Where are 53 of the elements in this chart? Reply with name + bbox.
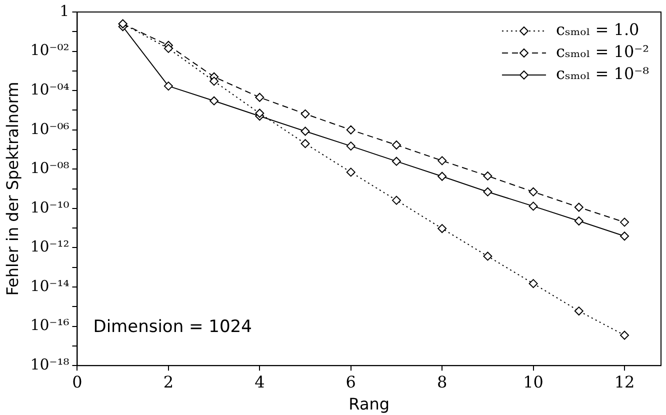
- point: [483, 171, 492, 180]
- point: [438, 172, 447, 181]
- point: [210, 96, 219, 106]
- point: [346, 125, 356, 134]
- point: [300, 139, 310, 148]
- point: [620, 330, 630, 340]
- y-tick-label: 10⁻¹⁰: [30, 198, 70, 216]
- annotation: Dimension = 1024: [93, 317, 252, 338]
- y-tick-label: 10⁻⁰⁶: [30, 120, 70, 138]
- y-tick-label: 10⁻¹⁴: [30, 276, 70, 295]
- y-tick-label: 10⁻¹⁸: [30, 355, 70, 374]
- x-tick-label: 12: [614, 372, 635, 392]
- point: [528, 279, 538, 288]
- point: [300, 126, 310, 136]
- point: [346, 142, 356, 151]
- point: [528, 187, 538, 196]
- point: [255, 108, 264, 118]
- point: [300, 109, 310, 118]
- point: [164, 82, 173, 91]
- point: [620, 218, 630, 227]
- point: [483, 252, 492, 261]
- x-tick-label: 10: [523, 372, 544, 392]
- legend-label: cₛₘₒₗ = 1.0: [556, 20, 640, 40]
- legend-label: cₛₘₒₗ = 10⁻⁸: [556, 64, 650, 84]
- y-tick-label: 10⁻¹⁶: [30, 316, 70, 334]
- point: [620, 232, 630, 241]
- x-tick-label: 8: [436, 372, 448, 392]
- point: [392, 140, 401, 150]
- point: [392, 196, 401, 205]
- point: [483, 187, 492, 196]
- legend-label: cₛₘₒₗ = 10⁻²: [556, 42, 650, 62]
- point: [528, 202, 538, 211]
- point: [438, 156, 447, 166]
- x-tick-label: 0: [72, 372, 82, 392]
- y-tick-label: 10⁻⁰⁸: [30, 159, 70, 178]
- y-tick-label: 10⁻⁰⁴: [30, 80, 70, 98]
- x-tick-label: 6: [346, 372, 356, 392]
- y-tick-label: 1: [60, 2, 70, 20]
- x-axis-title: Rang: [348, 394, 390, 414]
- y-tick-label: 10⁻⁰²: [30, 41, 70, 60]
- x-tick-label: 2: [163, 372, 174, 392]
- y-tick-label: 10⁻¹²: [30, 238, 70, 256]
- point: [574, 306, 584, 316]
- x-tick-label: 4: [254, 372, 265, 392]
- point: [574, 216, 584, 226]
- point: [164, 44, 173, 53]
- point: [392, 156, 401, 166]
- point: [346, 168, 356, 177]
- point: [255, 92, 264, 102]
- point: [210, 76, 219, 86]
- point: [438, 224, 447, 234]
- point: [574, 202, 584, 212]
- y-axis-title: Fehler in der Spektralnorm: [2, 82, 22, 296]
